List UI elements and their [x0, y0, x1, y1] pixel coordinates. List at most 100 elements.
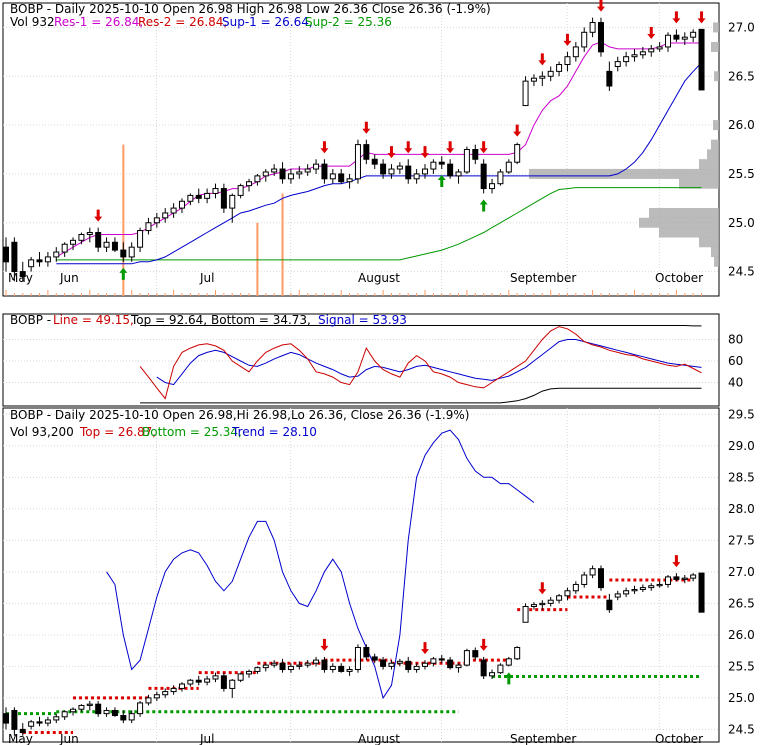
candle-up	[489, 183, 496, 190]
candle-down	[120, 249, 127, 258]
candle-up	[229, 194, 236, 209]
candle-up	[665, 576, 672, 585]
y-tick-label: 25.5	[728, 167, 755, 181]
candle-up	[572, 46, 579, 58]
price-legend-sup2: Sup-2 = 25.36	[305, 15, 392, 29]
candle-down	[220, 188, 227, 209]
candle-down	[338, 665, 345, 672]
candle-up	[70, 239, 77, 245]
sell-arrow	[320, 141, 329, 154]
candle-up	[631, 588, 638, 592]
candle-down	[19, 728, 26, 734]
price-legend-title: BOBP - Daily 2025-10-10 Open 26.98 High …	[10, 2, 491, 16]
x-label-october: October	[655, 271, 703, 285]
candle-up	[430, 161, 437, 170]
y-tick-label: 26.0	[728, 118, 755, 132]
candle-down	[195, 194, 202, 199]
candle-up	[589, 568, 596, 576]
candle-down	[321, 163, 328, 180]
candle-up	[78, 704, 85, 710]
y-tick-label: 27.5	[728, 533, 755, 547]
trend-panel: 24.5 25.0 25.5 26.0 26.5 27.0 27.5 28.0 28.5 29.0…	[2, 407, 755, 745]
sell-arrow	[94, 209, 103, 222]
candle-up	[296, 664, 303, 667]
candle-up	[522, 606, 529, 623]
candle-down	[438, 161, 445, 165]
trend-line	[106, 429, 535, 700]
volume-profile-bar	[699, 237, 719, 248]
candle-up	[422, 168, 428, 175]
sell-arrow	[421, 146, 429, 159]
candle-up	[690, 31, 697, 38]
candle-down	[120, 715, 127, 721]
candle-up	[522, 80, 529, 107]
volume-profile-bar	[714, 256, 719, 267]
candle-up	[153, 694, 160, 699]
x-label-may: May	[8, 271, 33, 285]
candle-down	[597, 22, 604, 53]
candle-down	[698, 572, 705, 613]
candle-up	[614, 61, 621, 67]
volume-profile-bar	[699, 159, 719, 170]
candle-up	[681, 36, 688, 40]
candle-down	[472, 650, 479, 658]
candle-up	[86, 703, 93, 706]
x-label-august: August	[358, 732, 400, 745]
volume-profile-bar	[714, 71, 719, 82]
x-label-october: October	[655, 732, 703, 745]
candle-down	[472, 149, 479, 160]
candle-down	[95, 703, 102, 715]
price-panel: 24.5 25.0 25.5 26.0 26.5 27.0 BOBP - Daily 20…	[2, 0, 755, 297]
candle-up	[455, 171, 462, 177]
price-legend-res1: Res-1 = 26.84,	[54, 15, 143, 29]
x-label-september: September	[510, 271, 576, 285]
sell-arrow	[446, 141, 455, 154]
candle-down	[220, 675, 227, 689]
sell-arrow	[479, 141, 488, 154]
candle-up	[61, 711, 68, 718]
candle-up	[505, 658, 512, 666]
price-legend-volume: Vol 932	[10, 15, 55, 29]
candle-up	[137, 702, 144, 715]
candle-up	[346, 669, 353, 672]
x-label-september: September	[510, 732, 576, 745]
candle-down	[447, 163, 454, 177]
y-tick-label: 26.5	[728, 596, 755, 610]
candle-up	[489, 672, 496, 677]
stochastic-panel: 40 60 80 BOBP - Line = 49.15, Top = 92.64,…	[2, 313, 743, 407]
trend-legend-volume: Vol 93,200	[10, 425, 74, 439]
candle-up	[145, 222, 152, 232]
candle-up	[61, 243, 68, 253]
stoch-legend-top: Top = 92.64,	[130, 313, 207, 327]
candle-up	[556, 595, 563, 601]
candle-up	[514, 144, 521, 163]
x-label-jun: Jun	[59, 271, 79, 285]
candle-down	[480, 659, 487, 677]
sell-arrow	[479, 638, 488, 651]
res1-line	[56, 41, 702, 258]
trend-legend-title: BOBP - Daily 2025-10-10 Open 26.98,Hi 26…	[10, 408, 469, 422]
candle-down	[698, 28, 705, 91]
stoch-legend-line: Line = 49.15,	[53, 313, 134, 327]
candle-down	[405, 165, 412, 180]
y-tick-label: 28.0	[728, 502, 755, 516]
candle-down	[95, 232, 102, 248]
buy-arrow	[479, 199, 488, 212]
candle-up	[463, 650, 470, 666]
stoch-bottom-line	[140, 387, 702, 404]
volume-profile-bar	[713, 22, 719, 33]
candle-up	[422, 662, 428, 667]
candle-down	[371, 158, 378, 165]
sell-arrow	[320, 638, 329, 651]
x-label-jul: Jul	[199, 271, 214, 285]
volume-profile-bar	[711, 41, 719, 52]
candle-up	[648, 48, 655, 53]
price-x-labels: May Jun Jul August September October	[8, 271, 703, 285]
volume-profile-bar	[659, 227, 719, 238]
candle-down	[279, 168, 286, 180]
candle-up	[581, 31, 588, 48]
volume-profile-bar	[711, 139, 719, 150]
stoch-legend-ticker: BOBP -	[10, 313, 51, 327]
candle-up	[413, 665, 420, 671]
